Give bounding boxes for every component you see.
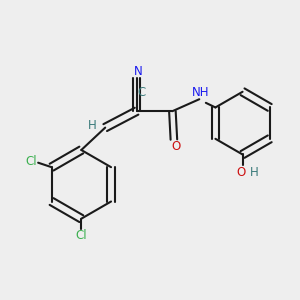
Text: C: C [137, 86, 145, 99]
Text: O: O [172, 140, 181, 153]
Text: Cl: Cl [26, 155, 38, 168]
Text: N: N [134, 65, 142, 78]
Text: O: O [236, 166, 246, 179]
Text: NH: NH [192, 86, 209, 99]
Text: Cl: Cl [76, 229, 87, 242]
Text: H: H [250, 166, 258, 179]
Text: H: H [88, 119, 97, 132]
